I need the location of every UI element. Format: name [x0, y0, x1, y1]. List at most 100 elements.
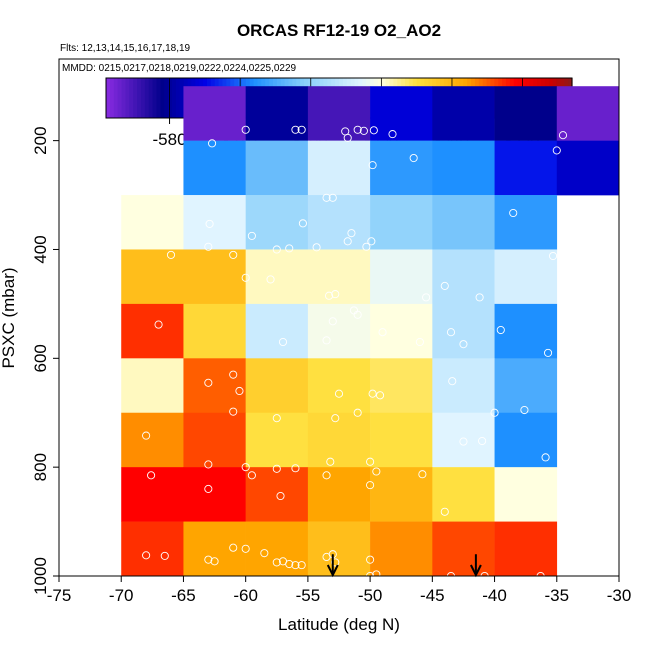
data-point — [205, 219, 214, 228]
data-point — [229, 407, 238, 416]
data-point — [331, 414, 340, 423]
heatmap-cell — [494, 140, 558, 196]
heatmap-cell — [556, 86, 620, 141]
plot-frame — [58, 58, 620, 577]
data-point — [367, 237, 376, 246]
data-point — [166, 250, 176, 259]
heatmap-cell — [121, 521, 184, 577]
data-point — [475, 293, 484, 302]
y-axis-label: PSXC (mbar) — [0, 267, 18, 368]
arrow-markers — [326, 554, 482, 578]
colorbar-segment — [133, 78, 138, 118]
x-tick-label: -55 — [296, 586, 321, 605]
data-point — [272, 414, 281, 423]
heatmap-cell — [370, 521, 433, 577]
heatmap-cell — [432, 412, 495, 468]
heatmap-cell — [183, 467, 246, 522]
x-tick-label: -70 — [109, 586, 134, 605]
heatmap-cell — [307, 195, 371, 250]
heatmap-cell — [370, 86, 433, 141]
data-point — [459, 437, 468, 446]
data-point — [241, 125, 250, 134]
data-point — [496, 325, 505, 335]
heatmap-cell — [183, 140, 246, 196]
data-point — [247, 231, 256, 240]
data-point — [229, 250, 238, 259]
data-point — [331, 558, 340, 567]
data-point — [378, 328, 387, 337]
x-tick-label: -30 — [607, 586, 632, 605]
data-point — [448, 377, 457, 386]
data-point — [241, 544, 250, 553]
colorbar-segment — [179, 78, 185, 118]
heatmap-cell — [245, 249, 309, 305]
data-point — [312, 243, 321, 252]
x-tick-label: -60 — [233, 586, 258, 605]
heatmap-cell — [307, 467, 371, 522]
data-point — [459, 340, 468, 349]
colorbar-segment — [140, 78, 146, 118]
colorbar-segment — [156, 78, 161, 118]
heatmap-cell — [556, 140, 620, 196]
data-point — [558, 131, 568, 140]
heatmap-cell — [370, 412, 433, 468]
heatmap-cell — [370, 249, 433, 305]
data-point — [291, 125, 300, 134]
y-tick-label: 400 — [31, 235, 50, 263]
heatmap-cell — [121, 358, 184, 414]
y-axis: 200 400 600 800 1000 — [31, 126, 59, 595]
data-point — [368, 161, 377, 170]
data-point — [369, 126, 378, 135]
data-point — [418, 470, 427, 479]
data-point — [324, 291, 334, 300]
data-point — [147, 471, 156, 480]
data-point — [142, 431, 151, 440]
y-tick-label: 600 — [31, 344, 50, 372]
heatmap-cell — [432, 467, 495, 522]
data-points — [142, 125, 568, 581]
heatmap-cell — [307, 140, 371, 196]
x-tick-label: -40 — [482, 586, 507, 605]
data-point — [366, 457, 375, 466]
colorbar-segment — [125, 78, 130, 118]
colorbar-segment — [137, 78, 142, 118]
heatmap-cell — [494, 412, 558, 468]
data-point — [328, 317, 337, 326]
heatmap-cell — [183, 249, 246, 305]
heatmap-cell — [245, 195, 309, 250]
heatmap-cell — [121, 467, 184, 522]
heatmap-cell — [307, 303, 371, 359]
x-tick-label: -50 — [358, 586, 383, 605]
heatmap-cell — [432, 140, 495, 196]
data-point — [204, 555, 213, 564]
data-point — [343, 133, 352, 142]
colorbar-segment — [152, 78, 158, 118]
data-point — [272, 558, 281, 567]
heatmap-cell — [494, 521, 558, 577]
data-point — [278, 337, 288, 347]
heatmap-cell — [370, 358, 433, 414]
x-tick-label: -65 — [171, 586, 196, 605]
data-point — [440, 281, 449, 290]
data-point — [154, 320, 163, 329]
x-tick-label: -35 — [544, 586, 569, 605]
heatmap-cell — [183, 521, 246, 577]
colorbar-segment — [109, 78, 115, 118]
heatmap-cell — [121, 412, 184, 468]
data-point — [409, 153, 418, 163]
data-point — [331, 290, 340, 299]
mmdd-label: MMDD: 0215,0217,0218,0219,0222,0224,0225… — [62, 63, 297, 74]
heatmap-cell — [432, 521, 495, 577]
heatmap-cell — [432, 303, 495, 359]
colorbar-segment — [172, 78, 177, 118]
data-point — [260, 549, 269, 558]
data-point — [366, 555, 375, 564]
data-point — [520, 405, 529, 415]
data-point — [272, 245, 281, 254]
heatmap-cell — [245, 303, 309, 359]
heatmap-cell — [183, 412, 246, 468]
data-point — [541, 453, 550, 462]
y-tick-label: 800 — [31, 453, 50, 481]
heatmap-cell — [245, 358, 309, 414]
